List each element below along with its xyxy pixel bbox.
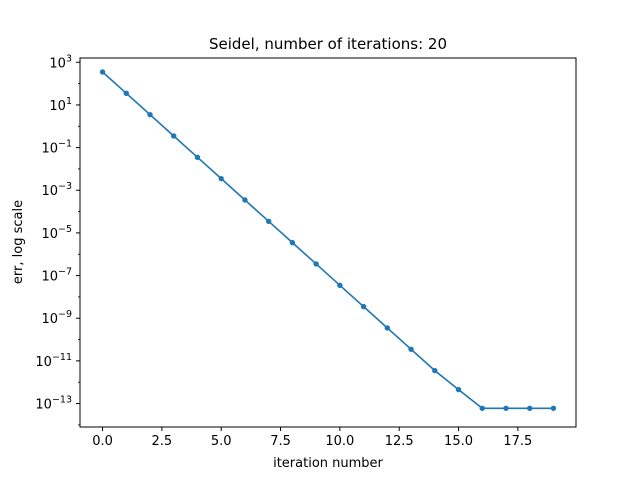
x-tick-label: 2.5 bbox=[152, 434, 173, 449]
y-tick-label: 103 bbox=[49, 53, 72, 71]
y-tick-label: 10−11 bbox=[35, 352, 72, 370]
tick-group: 0.0 2.5 5.0 7.5 10.0 12.5 15.0 17.5 103 101 10−1 10… bbox=[35, 53, 532, 449]
x-tick-label: 17.5 bbox=[503, 434, 532, 449]
data-point bbox=[242, 197, 248, 203]
data-point bbox=[384, 325, 391, 331]
data-point bbox=[432, 367, 438, 374]
data-point bbox=[171, 133, 177, 139]
data-point bbox=[313, 261, 319, 267]
x-tick-label: 7.5 bbox=[270, 434, 291, 449]
data-point bbox=[408, 346, 414, 352]
y-tick-label: 10−9 bbox=[41, 309, 72, 327]
data-point bbox=[147, 111, 153, 118]
data-point bbox=[550, 405, 557, 411]
data-point bbox=[265, 218, 272, 224]
x-axis-label: iteration number bbox=[273, 456, 383, 471]
y-axis-label: err, log scale bbox=[11, 200, 26, 284]
data-point bbox=[99, 69, 106, 75]
x-tick-label: 12.5 bbox=[385, 434, 414, 449]
data-point bbox=[527, 405, 533, 411]
x-tick-label: 15.0 bbox=[444, 434, 473, 449]
y-tick-label: 101 bbox=[49, 96, 72, 114]
data-point bbox=[289, 239, 296, 246]
plot-area bbox=[99, 69, 557, 411]
data-point bbox=[479, 405, 485, 411]
series-line bbox=[102, 71, 554, 410]
data-point bbox=[218, 175, 224, 182]
y-tick-label: 10−5 bbox=[41, 224, 72, 242]
y-tick-label: 10−7 bbox=[41, 267, 72, 285]
y-tick-label: 10−3 bbox=[41, 181, 72, 199]
plot-frame bbox=[79, 57, 577, 428]
data-point bbox=[503, 405, 509, 411]
chart-title: Seidel, number of iterations: 20 bbox=[209, 35, 447, 53]
x-tick-label: 0.0 bbox=[92, 434, 113, 449]
y-tick-label: 10−13 bbox=[35, 395, 72, 413]
x-tick-label: 10.0 bbox=[325, 434, 354, 449]
data-point bbox=[123, 90, 129, 97]
x-tick-label: 5.0 bbox=[211, 434, 232, 449]
y-tick-label: 10−1 bbox=[41, 139, 72, 157]
data-point bbox=[360, 303, 367, 310]
data-point bbox=[337, 282, 343, 288]
data-point bbox=[194, 154, 201, 161]
data-point bbox=[455, 386, 462, 393]
